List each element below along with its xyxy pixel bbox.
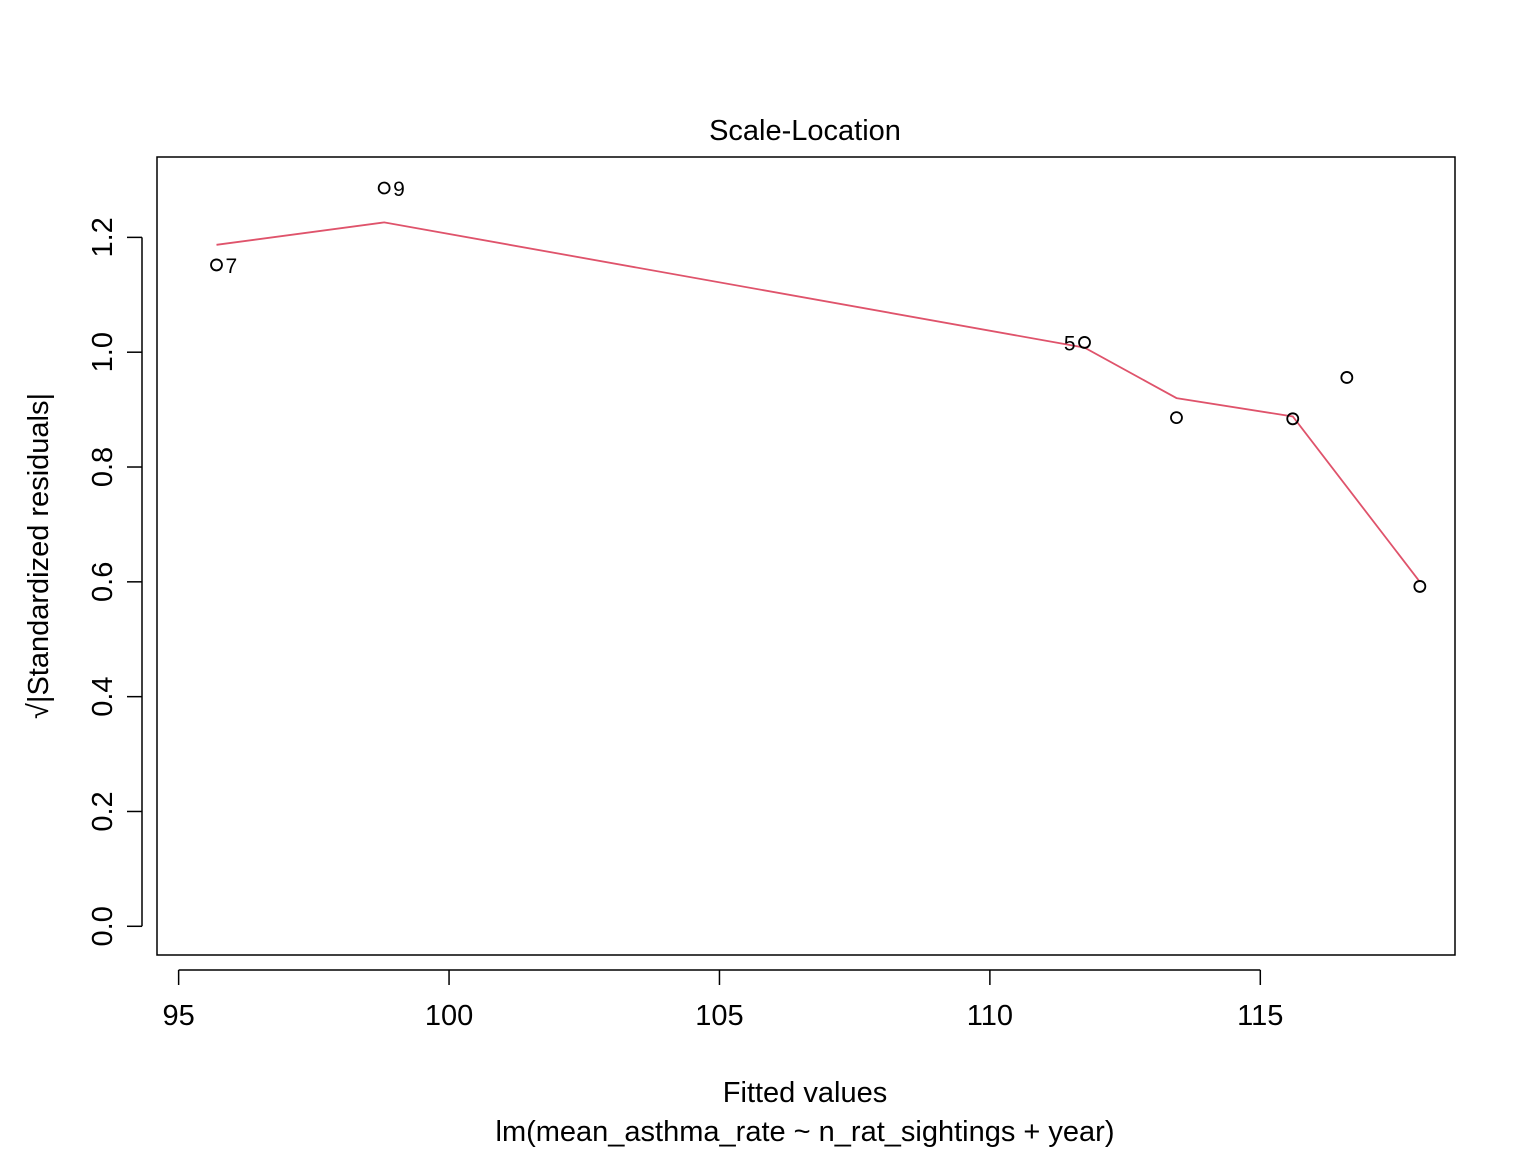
- y-tick-label: 1.2: [87, 217, 119, 257]
- x-axis: 95 100 105 110 115: [163, 969, 1283, 1032]
- y-tick-label: 1.0: [87, 332, 119, 372]
- data-point: [1078, 336, 1091, 349]
- data-point: [377, 181, 391, 195]
- chart-title: Scale-Location: [709, 115, 901, 147]
- point-label: 5: [1064, 332, 1076, 355]
- data-point: [1286, 412, 1300, 426]
- y-axis: 0.0 0.2 0.4 0.6 0.8 1.0 1.2: [87, 217, 143, 946]
- x-tick-label: 95: [163, 1000, 195, 1032]
- y-tick-label: 0.6: [87, 562, 119, 602]
- x-tick-label: 100: [425, 1000, 473, 1032]
- x-tick-label: 115: [1237, 1000, 1283, 1032]
- model-formula-subtitle: lm(mean_asthma_rate ~ n_rat_sightings + …: [496, 1116, 1115, 1148]
- data-point: [1413, 580, 1427, 593]
- y-axis-label: √|Standardized residuals|: [23, 393, 55, 719]
- points-layer: 7 9 5: [210, 178, 1427, 593]
- smoother-line: [216, 221, 1421, 583]
- y-tick-label: 0.4: [87, 676, 119, 716]
- x-axis-label: Fitted values: [723, 1077, 887, 1109]
- data-point: [210, 258, 223, 272]
- point-label: 7: [225, 255, 237, 278]
- y-tick-label: 0.8: [87, 447, 119, 487]
- data-point: [1170, 411, 1183, 425]
- x-tick-label: 110: [967, 1000, 1013, 1032]
- y-tick-label: 0.0: [87, 906, 119, 946]
- point-label: 9: [393, 178, 405, 201]
- y-tick-label: 0.2: [87, 791, 119, 831]
- plot-frame: [156, 156, 1456, 956]
- x-tick-label: 105: [695, 1000, 743, 1032]
- data-point: [1340, 371, 1354, 384]
